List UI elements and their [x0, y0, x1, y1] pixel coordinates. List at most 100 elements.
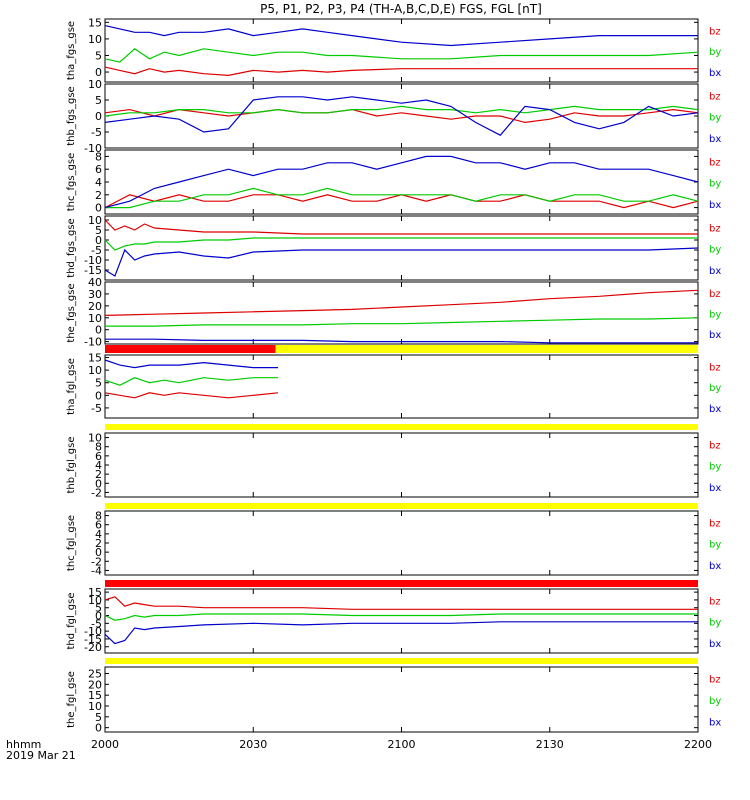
chart-title: P5, P1, P2, P3, P4 (TH-A,B,C,D,E) FGS, F… — [260, 2, 542, 16]
y-tick-label: 5 — [95, 711, 102, 724]
legend-bz: bz — [709, 597, 721, 608]
series-line-by — [104, 237, 698, 251]
y-tick-label: 5 — [95, 377, 102, 390]
y-tick-label: 10 — [88, 594, 102, 607]
legend-by: by — [709, 47, 721, 58]
y-tick-label: 4 — [95, 459, 102, 472]
status-bar-segment — [275, 345, 698, 353]
y-tick-label: -2 — [91, 486, 102, 499]
y-tick-label: -5 — [91, 244, 102, 257]
y-tick-label: 0 — [95, 234, 102, 247]
y-tick-label: 5 — [95, 49, 102, 62]
y-tick-label: 5 — [95, 94, 102, 107]
legend-bx: bx — [709, 68, 721, 79]
x-tick-label: 2100 — [388, 738, 416, 751]
legend-bz: bz — [709, 92, 721, 103]
y-tick-label: 0 — [95, 66, 102, 79]
y-tick-label: 5 — [95, 224, 102, 237]
status-bar-segment — [105, 580, 698, 587]
legend-bx: bx — [709, 330, 721, 341]
series-line-bx — [104, 96, 699, 136]
y-tick-label: 25 — [88, 668, 102, 681]
y-tick-label: 2 — [95, 189, 102, 202]
y-tick-label: -10 — [84, 336, 102, 349]
y-tick-label: -5 — [91, 126, 102, 139]
legend-bz: bz — [709, 224, 721, 235]
y-tick-label: -2 — [91, 555, 102, 568]
series-line-bz — [104, 392, 279, 399]
y-tick-label: 0 — [95, 610, 102, 623]
y-tick-label: 6 — [95, 519, 102, 532]
legend-bx: bx — [709, 718, 721, 729]
panel-ylabel: thb_fgs_gse — [66, 86, 77, 145]
legend-by: by — [709, 179, 721, 190]
panel-ylabel: thb_fgl_gse — [66, 437, 77, 494]
series-line-bx — [104, 25, 698, 47]
panel-ylabel: thc_fgs_gse — [66, 153, 77, 212]
x-tick-label: 2000 — [91, 738, 119, 751]
series-line-bz — [104, 108, 699, 124]
legend-by: by — [709, 540, 721, 551]
y-tick-label: 8 — [95, 441, 102, 454]
y-tick-label: -4 — [91, 564, 102, 577]
panel-ylabel: thc_fgl_gse — [66, 515, 77, 571]
y-tick-label: 0 — [95, 202, 102, 215]
y-tick-label: -5 — [91, 402, 102, 415]
y-tick-label: 0 — [95, 546, 102, 559]
legend-bx: bx — [709, 561, 721, 572]
x-tick-label: 2030 — [239, 738, 267, 751]
panel-ylabel: thd_fgl_gse — [66, 593, 77, 650]
x-tick-label: 2200 — [684, 738, 712, 751]
panel-ylabel: the_fgs_gse — [66, 283, 77, 342]
panel-thb_fgs_gse: thb_fgs_gse -10 -5 0 5 10 bz by bx — [66, 78, 721, 155]
series-line-bx — [104, 155, 699, 209]
y-tick-label: 10 — [88, 78, 102, 91]
y-tick-label: -10 — [84, 142, 102, 155]
y-tick-label: 2 — [95, 537, 102, 550]
series-line-bx — [104, 621, 698, 645]
status-bar-segment — [105, 345, 276, 353]
legend-bx: bx — [709, 134, 721, 145]
legend-by: by — [709, 113, 721, 124]
series-line-by — [104, 377, 278, 386]
series-line-bz — [104, 289, 699, 316]
y-tick-label: 0 — [95, 324, 102, 337]
y-tick-label: 0 — [95, 389, 102, 402]
series-line-bz — [104, 596, 698, 610]
y-tick-label: 20 — [88, 678, 102, 691]
y-tick-label: 2 — [95, 468, 102, 481]
y-tick-label: 40 — [88, 276, 102, 289]
panels: tha_fgs_gse 051015bzbybxthb_fgs_gse-10-50… — [66, 16, 721, 734]
y-tick-label: 8 — [95, 150, 102, 163]
y-tick-label: 0 — [95, 110, 102, 123]
y-tick-label: 15 — [88, 586, 102, 599]
y-tick-label: 4 — [95, 176, 102, 189]
legend-bx: bx — [709, 483, 721, 494]
legend-bz: bz — [709, 158, 721, 169]
legend-by: by — [709, 310, 721, 321]
series-line-by — [105, 187, 699, 209]
panel-ylabel: the_fgl_gse — [66, 671, 77, 728]
y-tick-label: 15 — [88, 16, 102, 29]
panel-ylabel: thd_fgs_gse — [66, 218, 77, 277]
legend-bz: bz — [709, 362, 721, 373]
y-tick-label: -10 — [84, 254, 102, 267]
x-tick-label: 2130 — [536, 738, 564, 751]
panel-tha_fgs_gse: tha_fgs_gse 0 5 10 15 bz by bx — [66, 16, 721, 83]
legend-by: by — [709, 245, 721, 256]
y-tick-label: 20 — [88, 300, 102, 313]
y-tick-label: -15 — [84, 264, 102, 277]
series-line-bx — [104, 247, 699, 277]
y-tick-label: 5 — [95, 602, 102, 615]
y-tick-label: 10 — [88, 364, 102, 377]
y-tick-label: 10 — [88, 214, 102, 227]
